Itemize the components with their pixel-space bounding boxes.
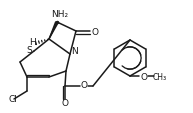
- Text: O: O: [91, 27, 98, 36]
- Text: S: S: [26, 45, 32, 54]
- Text: H: H: [29, 37, 35, 46]
- Text: O: O: [62, 99, 69, 108]
- Text: CH₃: CH₃: [153, 72, 167, 81]
- Text: NH₂: NH₂: [52, 9, 69, 18]
- Text: O: O: [80, 80, 87, 89]
- Text: Cl: Cl: [8, 95, 17, 104]
- Polygon shape: [48, 22, 59, 40]
- Text: O: O: [141, 72, 147, 81]
- Text: N: N: [72, 46, 78, 55]
